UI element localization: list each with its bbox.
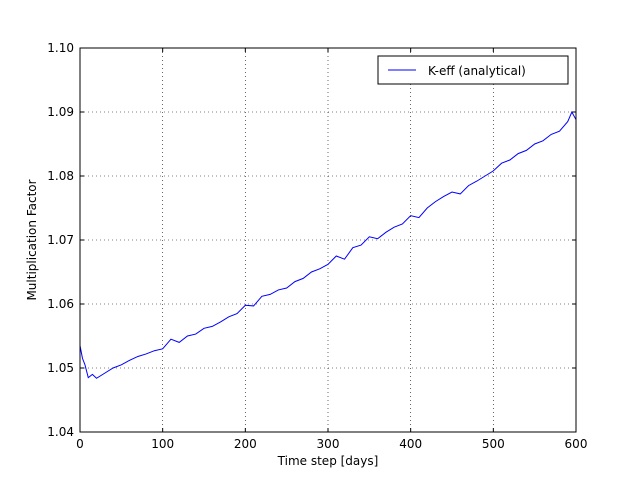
y-tick-label: 1.04 — [47, 425, 74, 439]
y-tick-label: 1.07 — [47, 233, 74, 247]
x-tick-label: 200 — [234, 437, 257, 451]
y-tick-label: 1.09 — [47, 105, 74, 119]
x-tick-label: 400 — [399, 437, 422, 451]
y-tick-label: 1.06 — [47, 297, 74, 311]
x-tick-label: 300 — [317, 437, 340, 451]
data-line — [79, 110, 577, 379]
x-tick-label: 500 — [482, 437, 505, 451]
plot-frame — [79, 47, 577, 433]
legend-label: K-eff (analytical) — [428, 64, 526, 78]
y-tick-label: 1.05 — [47, 361, 74, 375]
x-tick-label: 0 — [76, 437, 84, 451]
x-tick-label: 600 — [565, 437, 588, 451]
y-tick-label: 1.10 — [47, 41, 74, 55]
y-tick-label: 1.08 — [47, 169, 74, 183]
x-tick-label: 100 — [151, 437, 174, 451]
x-axis-label: Time step [days] — [277, 454, 379, 468]
y-axis-label: Multiplication Factor — [25, 179, 39, 300]
